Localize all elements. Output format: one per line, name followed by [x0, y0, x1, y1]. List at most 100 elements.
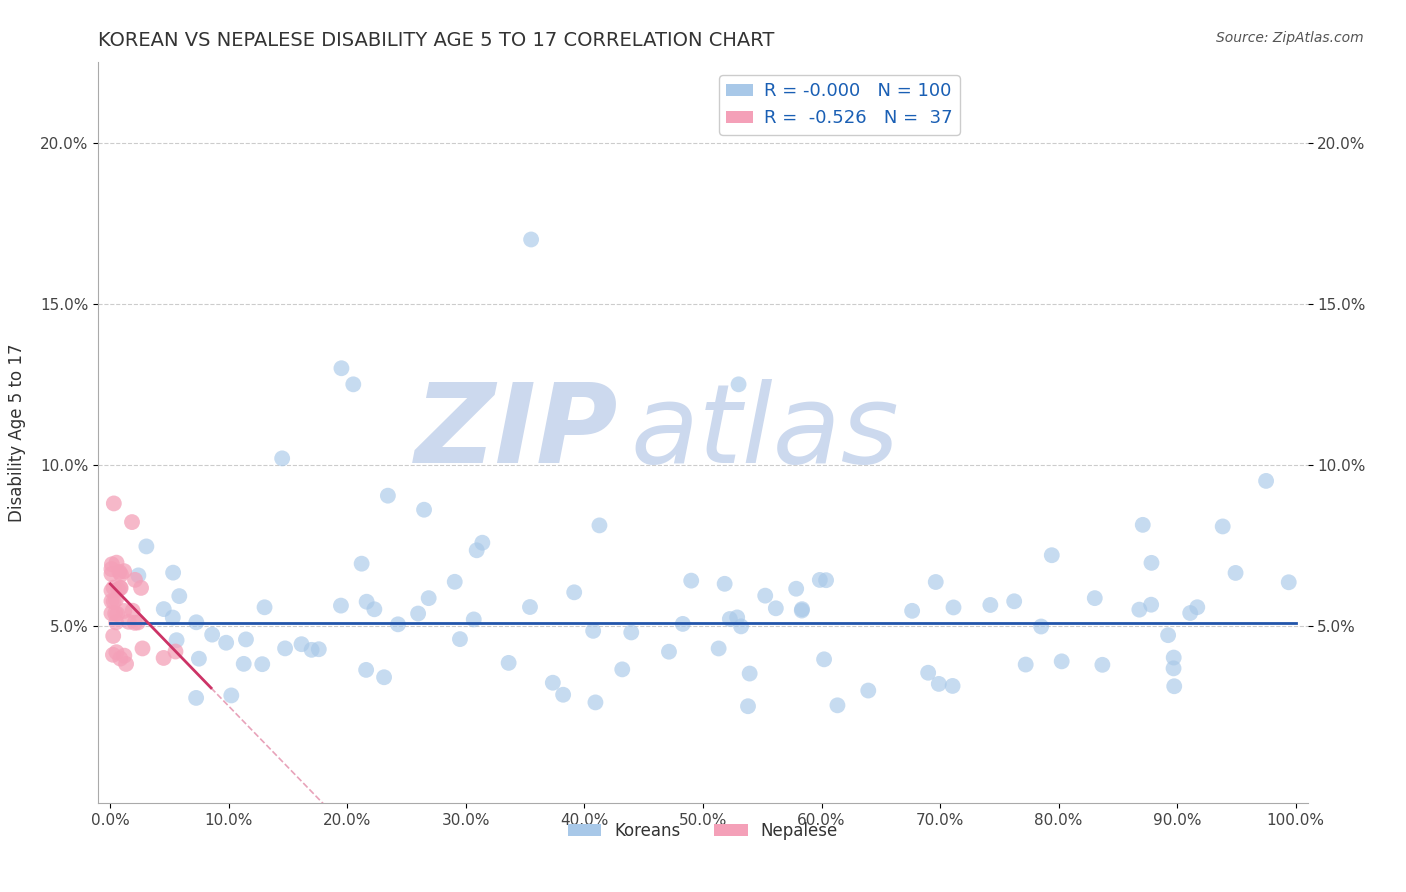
Point [103, 496, 125, 510]
Point [1002, 594, 1025, 608]
Point [162, 566, 184, 580]
Point [1163, 661, 1185, 675]
Point [942, 600, 965, 615]
Point [100, 606, 122, 620]
Point [1140, 556, 1163, 570]
Point [112, 564, 135, 578]
Point [449, 632, 471, 647]
Point [1254, 474, 1277, 488]
Point [620, 625, 643, 640]
Point [519, 600, 541, 615]
Point [100, 583, 122, 598]
Point [107, 582, 129, 597]
Point [129, 581, 152, 595]
Y-axis label: Disability Age 5 to 17: Disability Age 5 to 17 [8, 343, 27, 522]
Point [274, 641, 297, 656]
Point [730, 619, 752, 633]
Point [1040, 548, 1063, 562]
Point [152, 651, 174, 665]
Point [917, 665, 939, 680]
Point [520, 232, 543, 246]
Point [110, 651, 132, 665]
Point [121, 515, 143, 529]
Point [681, 574, 703, 588]
Point [104, 592, 127, 607]
Point [253, 600, 276, 615]
Point [707, 641, 730, 656]
Point [103, 629, 125, 643]
Point [118, 615, 141, 629]
Point [101, 558, 124, 572]
Point [790, 604, 813, 618]
Point [815, 573, 838, 587]
Point [413, 502, 436, 516]
Point [124, 615, 146, 630]
Point [100, 562, 122, 576]
Point [718, 612, 741, 626]
Point [115, 657, 138, 671]
Point [1163, 679, 1185, 693]
Point [377, 489, 399, 503]
Point [105, 615, 128, 630]
Point [612, 662, 634, 676]
Point [418, 591, 440, 606]
Point [103, 581, 125, 595]
Point [100, 567, 122, 582]
Point [928, 677, 950, 691]
Point [112, 604, 135, 618]
Point [232, 657, 254, 671]
Point [124, 573, 146, 587]
Point [737, 699, 759, 714]
Point [105, 556, 128, 570]
Point [1084, 591, 1107, 606]
Point [329, 599, 352, 613]
Point [121, 604, 143, 618]
Point [1187, 600, 1209, 615]
Point [754, 589, 776, 603]
Point [979, 598, 1001, 612]
Point [406, 607, 429, 621]
Point [165, 644, 187, 658]
Point [785, 582, 807, 596]
Point [725, 610, 748, 624]
Point [1180, 606, 1202, 620]
Point [184, 690, 207, 705]
Point [1128, 602, 1150, 616]
Point [1140, 598, 1163, 612]
Point [363, 602, 385, 616]
Point [108, 581, 131, 595]
Point [104, 607, 127, 621]
Point [252, 657, 274, 672]
Point [162, 610, 184, 624]
Point [471, 535, 494, 549]
Point [108, 565, 131, 579]
Point [808, 573, 831, 587]
Point [373, 670, 395, 684]
Text: atlas: atlas [630, 379, 898, 486]
Point [290, 637, 312, 651]
Point [858, 683, 880, 698]
Point [387, 617, 409, 632]
Point [221, 689, 243, 703]
Point [498, 656, 520, 670]
Point [330, 361, 353, 376]
Point [127, 615, 149, 630]
Point [271, 451, 294, 466]
Point [1029, 619, 1052, 633]
Point [1163, 650, 1185, 665]
Point [201, 627, 224, 641]
Point [1015, 657, 1038, 672]
Point [127, 568, 149, 582]
Point [354, 663, 377, 677]
Text: ZIP: ZIP [415, 379, 619, 486]
Point [658, 645, 681, 659]
Point [100, 594, 122, 608]
Point [356, 595, 378, 609]
Point [583, 695, 606, 709]
Point [110, 567, 132, 582]
Point [1225, 566, 1247, 580]
Point [152, 602, 174, 616]
Text: KOREAN VS NEPALESE DISABILITY AGE 5 TO 17 CORRELATION CHART: KOREAN VS NEPALESE DISABILITY AGE 5 TO 1… [98, 31, 775, 50]
Point [350, 557, 373, 571]
Point [901, 604, 924, 618]
